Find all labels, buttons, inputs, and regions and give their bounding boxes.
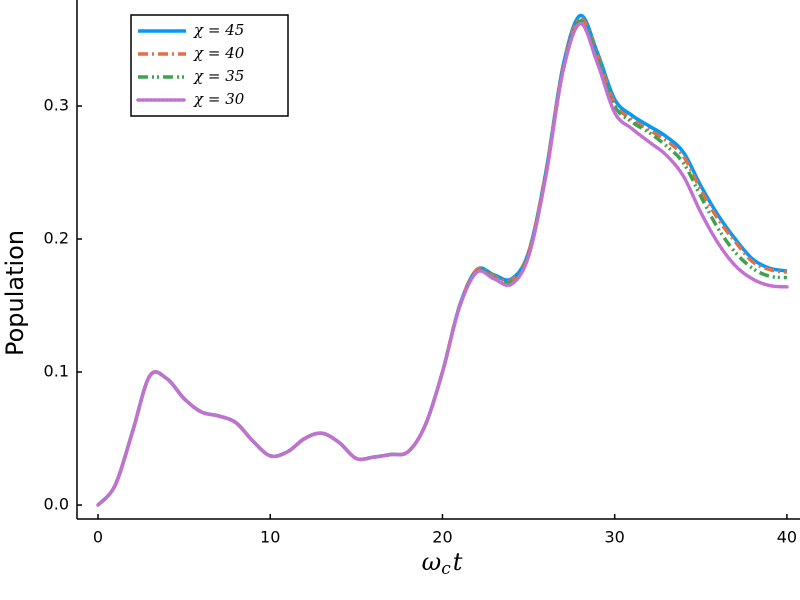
y-tick-label: 0.2 (44, 229, 69, 248)
x-tick-label: 10 (260, 528, 280, 547)
x-tick-label: 0 (93, 528, 103, 547)
x-label-sub: c (441, 559, 451, 579)
legend-label: χ = 45 (193, 21, 244, 39)
x-tick-label: 30 (605, 528, 625, 547)
legend: χ = 45 χ = 40 χ = 35 χ = 30 (130, 14, 289, 117)
y-tick-label: 0.1 (44, 362, 69, 381)
y-tick-label: 0.0 (44, 495, 69, 514)
y-axis-label: Population (1, 230, 29, 356)
x-axis-label: ωct (422, 548, 463, 579)
x-tick-label: 20 (432, 528, 452, 547)
legend-label: χ = 35 (193, 67, 244, 85)
series-line (96, 21, 789, 507)
y-tick-label: 0.3 (44, 96, 69, 115)
x-label-part: ω (422, 548, 442, 576)
legend-label: χ = 40 (193, 44, 245, 62)
legend-label: χ = 30 (193, 90, 245, 108)
x-tick-label: 40 (777, 528, 797, 547)
x-label-part: t (453, 548, 463, 576)
